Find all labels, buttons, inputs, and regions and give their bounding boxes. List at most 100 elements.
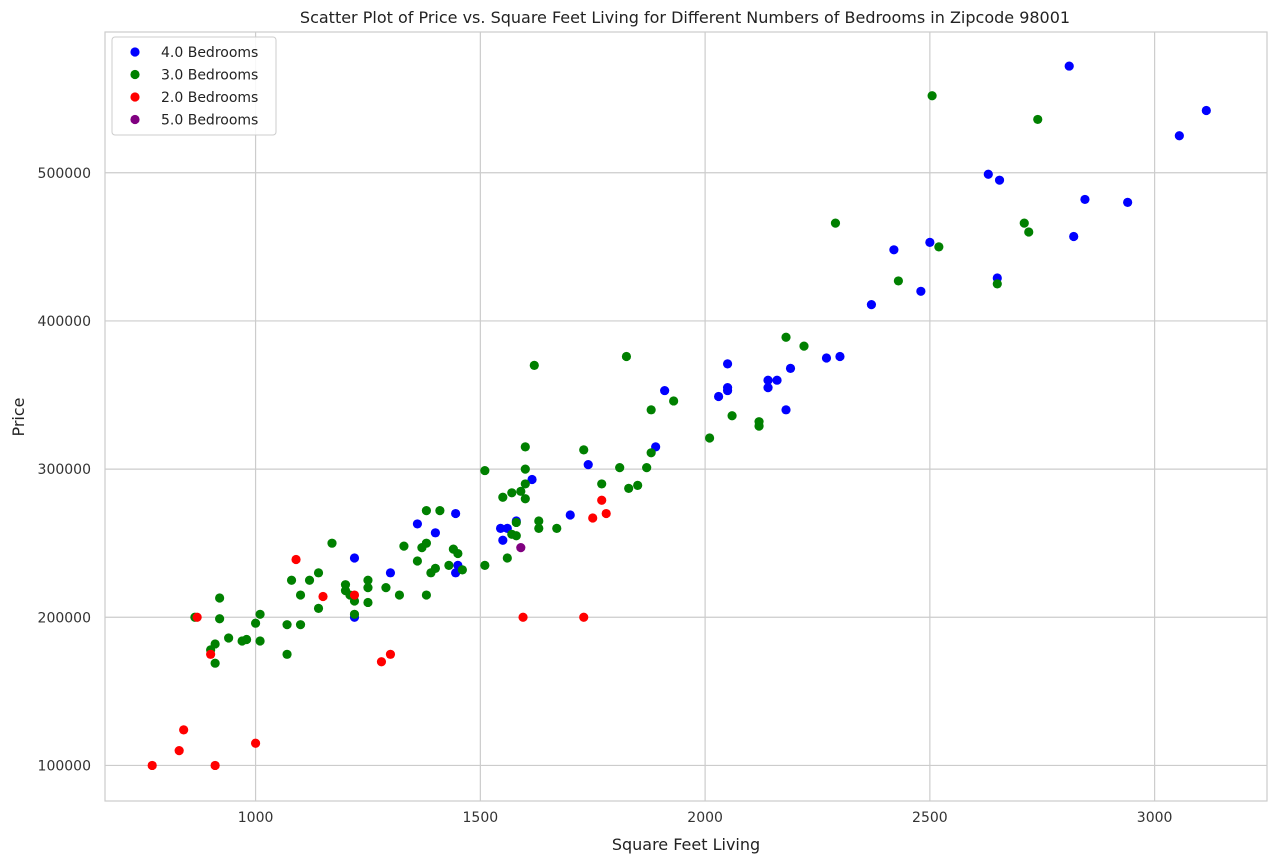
data-point: [381, 583, 391, 593]
legend-label: 4.0 Bedrooms: [161, 45, 258, 61]
data-point: [430, 528, 440, 538]
data-point: [669, 396, 679, 406]
data-point: [1174, 131, 1184, 141]
data-point: [781, 405, 791, 415]
grid: [105, 32, 1267, 801]
data-point: [660, 385, 670, 396]
data-point: [282, 620, 292, 630]
data-point: [250, 618, 261, 628]
data-point: [376, 657, 387, 667]
data-point: [621, 351, 632, 362]
x-tick-label: 1500: [463, 810, 499, 826]
legend-label: 5.0 Bedrooms: [161, 113, 258, 129]
data-point: [480, 560, 490, 571]
data-point: [511, 517, 521, 528]
data-point: [179, 725, 189, 735]
x-tick-label: 2500: [912, 810, 948, 826]
data-point: [215, 614, 225, 624]
data-point: [421, 590, 432, 600]
data-point: [565, 510, 575, 520]
data-point: [893, 276, 903, 286]
data-point: [927, 91, 937, 101]
data-point: [534, 516, 544, 526]
data-point: [451, 508, 461, 519]
data-point: [597, 479, 607, 489]
data-point: [516, 486, 526, 496]
data-point: [534, 523, 544, 533]
data-point: [327, 538, 337, 548]
data-point: [498, 492, 508, 502]
data-point: [646, 405, 656, 415]
data-point: [421, 505, 432, 516]
data-point: [713, 391, 724, 402]
data-point: [295, 590, 306, 600]
data-point: [830, 218, 841, 228]
series-2: [147, 495, 611, 771]
data-point: [313, 568, 324, 578]
y-tick-label: 300000: [38, 462, 91, 478]
data-point: [480, 465, 490, 476]
data-point: [646, 448, 656, 458]
x-tick-label: 2000: [687, 810, 723, 826]
y-tick-label: 500000: [38, 166, 91, 182]
data-point: [495, 523, 506, 533]
data-point: [552, 523, 562, 533]
data-point: [295, 620, 306, 630]
data-point: [502, 553, 512, 563]
data-points: [147, 61, 1211, 771]
data-point: [615, 463, 625, 473]
data-point: [255, 636, 265, 646]
x-tick-label: 3000: [1137, 810, 1173, 826]
legend-box: [111, 36, 277, 136]
legend-marker: [130, 114, 140, 125]
data-point: [385, 649, 396, 659]
data-point: [642, 463, 652, 473]
data-point: [363, 575, 373, 585]
y-axis-label: Price: [9, 397, 28, 436]
x-axis-ticks: 1000 1500 2000 2500 3000: [238, 810, 1173, 826]
data-point: [518, 612, 528, 622]
data-point: [934, 242, 944, 252]
data-point: [992, 279, 1002, 289]
data-point: [412, 556, 423, 566]
data-point: [763, 383, 773, 393]
data-point: [835, 351, 845, 362]
data-point: [286, 575, 297, 585]
data-point: [147, 760, 157, 771]
data-point: [579, 445, 589, 455]
data-point: [520, 464, 530, 474]
data-point: [754, 421, 764, 431]
data-point: [520, 442, 530, 452]
data-point: [444, 560, 454, 571]
data-point: [192, 612, 202, 622]
data-point: [821, 353, 832, 363]
data-point: [520, 479, 530, 489]
data-point: [385, 568, 396, 578]
legend-items: 4.0 Bedrooms 3.0 Bedrooms 2.0 Bedrooms 5.0 …: [130, 45, 258, 129]
y-tick-label: 100000: [38, 758, 91, 774]
data-point: [206, 649, 216, 659]
data-point: [633, 480, 643, 490]
data-point: [394, 590, 405, 600]
data-point: [224, 633, 234, 643]
data-point: [520, 494, 530, 504]
data-point: [349, 553, 360, 563]
data-point: [527, 474, 537, 485]
data-point: [588, 513, 598, 523]
series-1: [190, 91, 1043, 668]
data-point: [994, 175, 1005, 185]
y-tick-label: 400000: [38, 314, 91, 330]
data-point: [1033, 114, 1043, 125]
data-point: [507, 488, 517, 498]
data-point: [785, 363, 796, 373]
chart-title: Scatter Plot of Price vs. Square Feet Li…: [300, 8, 1070, 27]
data-point: [799, 341, 809, 351]
legend-marker: [130, 47, 140, 57]
data-point: [1024, 227, 1034, 237]
data-point: [1201, 105, 1211, 116]
data-point: [763, 375, 773, 385]
data-point: [781, 332, 791, 342]
data-point: [1080, 194, 1090, 205]
